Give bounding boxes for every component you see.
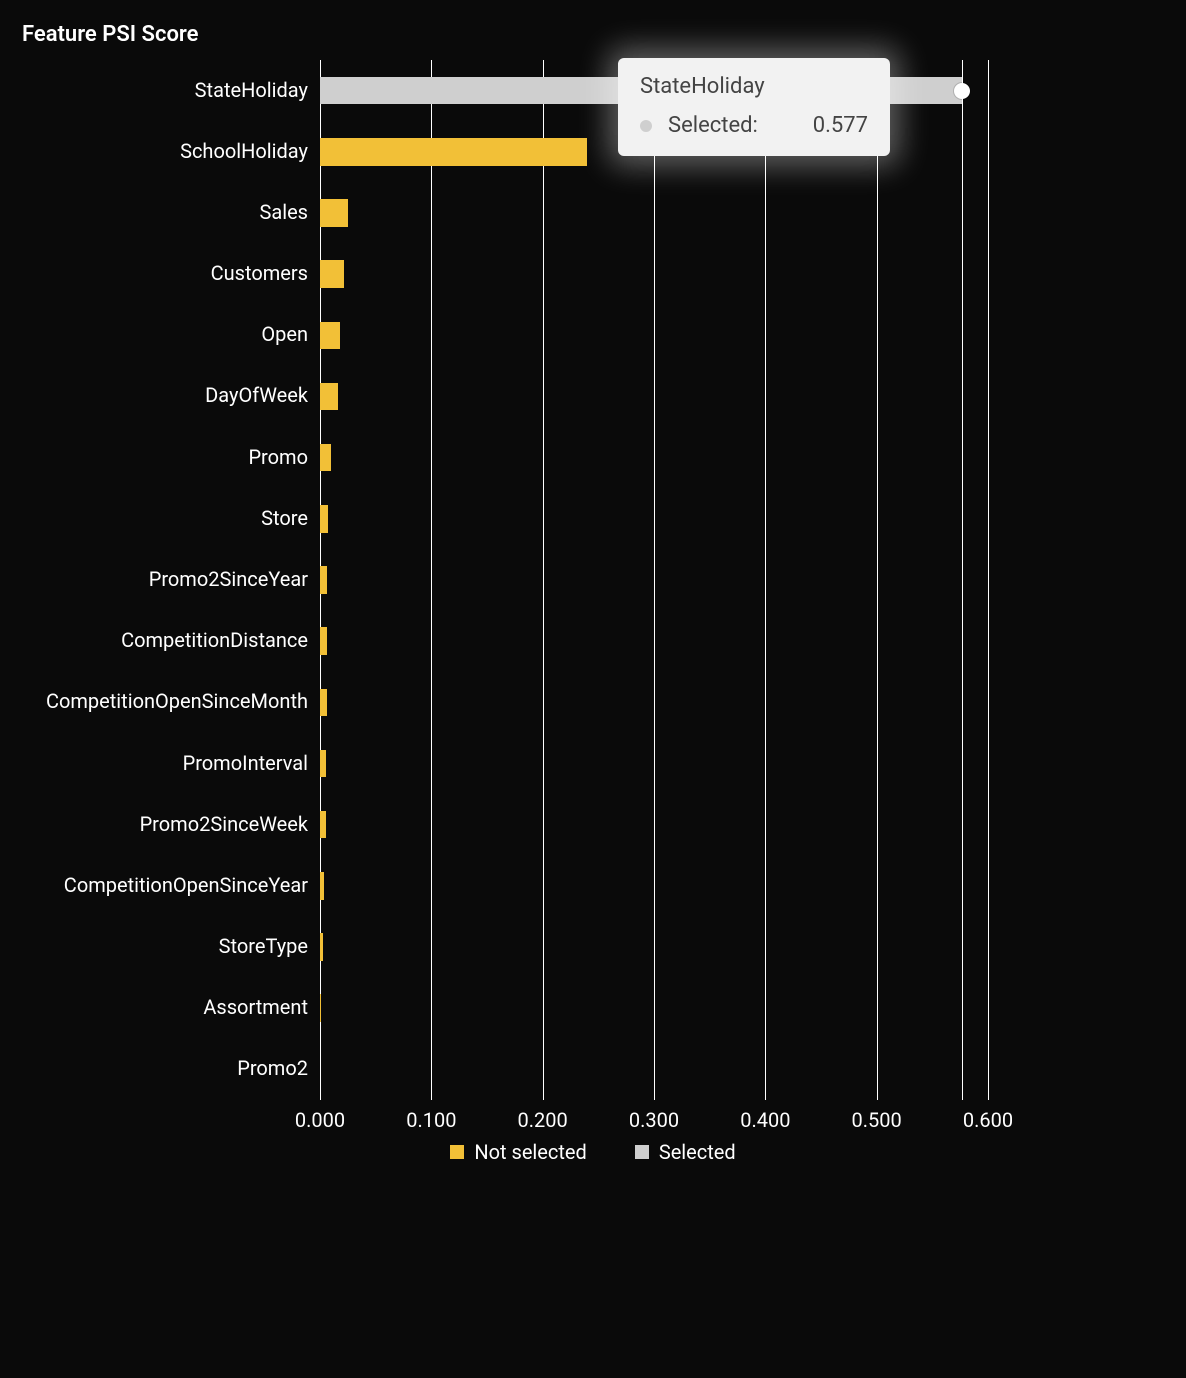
bar-row[interactable] <box>320 811 988 839</box>
category-label: Assortment <box>203 995 308 1019</box>
x-tick-label: 0.600 <box>963 1108 1013 1132</box>
legend-label: Selected <box>659 1140 736 1164</box>
tooltip-title: StateHoliday <box>640 74 868 99</box>
tooltip: StateHoliday Selected: 0.577 <box>618 58 890 156</box>
x-tick-label: 0.100 <box>406 1108 456 1132</box>
bar[interactable] <box>320 933 323 961</box>
category-label: StateHoliday <box>195 78 308 102</box>
category-label: Sales <box>259 200 308 224</box>
category-label: Promo2SinceYear <box>149 567 308 591</box>
legend-item[interactable]: Not selected <box>450 1140 586 1164</box>
bar-row[interactable] <box>320 1056 988 1084</box>
bar[interactable] <box>320 444 331 472</box>
category-label: PromoInterval <box>183 751 308 775</box>
bar-row[interactable] <box>320 933 988 961</box>
category-label: Customers <box>211 261 308 285</box>
tooltip-series-value: 0.577 <box>773 113 868 138</box>
bar-row[interactable] <box>320 872 988 900</box>
tooltip-row: Selected: 0.577 <box>640 113 868 138</box>
bar-row[interactable] <box>320 505 988 533</box>
category-label: Promo2 <box>237 1056 308 1080</box>
x-tick-label: 0.000 <box>295 1108 345 1132</box>
bar-row[interactable] <box>320 750 988 778</box>
legend-label: Not selected <box>474 1140 586 1164</box>
category-label: SchoolHoliday <box>180 139 308 163</box>
bar[interactable] <box>320 566 327 594</box>
bar-row[interactable] <box>320 322 988 350</box>
bar[interactable] <box>320 505 328 533</box>
bar-row[interactable] <box>320 260 988 288</box>
bar[interactable] <box>320 750 326 778</box>
bar[interactable] <box>320 627 327 655</box>
tooltip-series-label: Selected: <box>668 113 758 138</box>
bar-row[interactable] <box>320 566 988 594</box>
category-label: Open <box>261 322 308 346</box>
legend: Not selected Selected <box>0 1140 1186 1164</box>
bar-row[interactable] <box>320 444 988 472</box>
psi-chart: Feature PSI Score StateHoliday SchoolHoli… <box>0 0 1186 1378</box>
category-label: StoreType <box>219 934 308 958</box>
bar[interactable] <box>320 872 324 900</box>
x-tick-label: 0.400 <box>740 1108 790 1132</box>
x-tick-label: 0.500 <box>852 1108 902 1132</box>
legend-swatch-icon <box>450 1145 464 1159</box>
category-label: DayOfWeek <box>205 383 308 407</box>
category-label: CompetitionOpenSinceMonth <box>46 689 308 713</box>
x-tick-label: 0.200 <box>518 1108 568 1132</box>
gridline <box>988 60 989 1100</box>
bar-row[interactable] <box>320 383 988 411</box>
bar[interactable] <box>320 383 338 411</box>
bar-row[interactable] <box>320 994 988 1022</box>
bar[interactable] <box>320 994 321 1022</box>
category-label: Store <box>261 506 308 530</box>
tooltip-series-dot-icon <box>640 120 652 132</box>
bar[interactable] <box>320 260 344 288</box>
chart-title: Feature PSI Score <box>22 22 198 47</box>
bar[interactable] <box>320 322 340 350</box>
category-label: CompetitionOpenSinceYear <box>64 873 308 897</box>
bar[interactable] <box>320 138 587 166</box>
plot-area[interactable] <box>320 60 988 1100</box>
bar-row[interactable] <box>320 199 988 227</box>
legend-item[interactable]: Selected <box>635 1140 736 1164</box>
legend-swatch-icon <box>635 1145 649 1159</box>
category-label: Promo <box>248 445 308 469</box>
bar[interactable] <box>320 199 348 227</box>
bar-row[interactable] <box>320 689 988 717</box>
category-label: Promo2SinceWeek <box>140 812 308 836</box>
bar-row[interactable] <box>320 627 988 655</box>
x-tick-label: 0.300 <box>629 1108 679 1132</box>
hover-guide-line <box>962 60 963 1100</box>
category-label: CompetitionDistance <box>121 628 308 652</box>
bar[interactable] <box>320 811 326 839</box>
bar[interactable] <box>320 689 327 717</box>
